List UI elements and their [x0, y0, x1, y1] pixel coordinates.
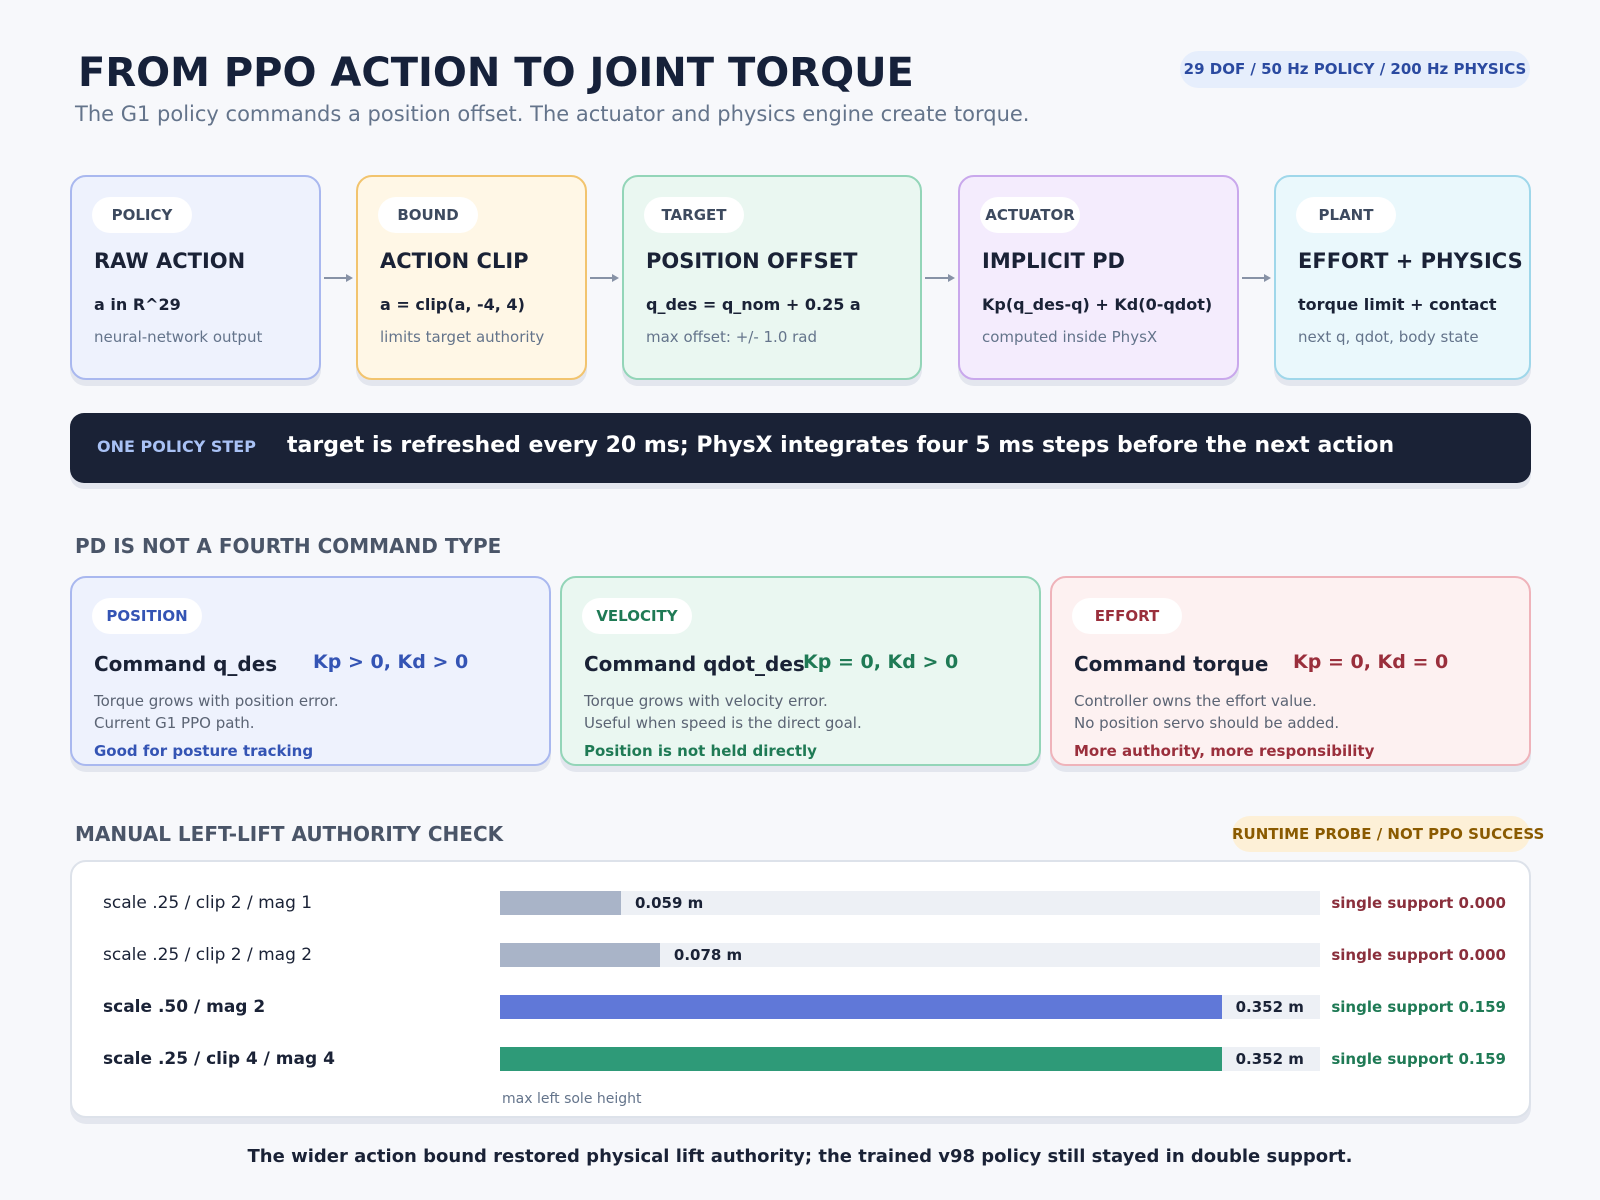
card-note: neural-network output: [94, 328, 263, 346]
support-label: single support 0.000: [1331, 946, 1506, 964]
section-title: MANUAL LEFT-LIFT AUTHORITY CHECK: [75, 822, 504, 846]
card-title: ACTION CLIP: [380, 249, 529, 273]
card-formula: torque limit + contact: [1298, 295, 1497, 314]
mode-line: Torque grows with velocity error.: [584, 692, 828, 710]
card-note: limits target authority: [380, 328, 545, 346]
card-note: computed inside PhysX: [982, 328, 1158, 346]
bar-value-label: 0.352 m: [1235, 998, 1304, 1016]
mode-tag: VELOCITY: [582, 598, 692, 634]
mode-command: Command qdot_des: [584, 652, 805, 676]
bar-value-label: 0.078 m: [673, 946, 743, 964]
row-label: scale .25 / clip 2 / mag 2: [103, 945, 313, 965]
header-badge: 29 DOF / 50 Hz POLICY / 200 Hz PHYSICS: [1180, 51, 1530, 88]
bar-value-label: 0.352 m: [1235, 1050, 1304, 1068]
arrow: [590, 277, 615, 279]
support-label: single support 0.159: [1331, 998, 1506, 1016]
card-tag: POLICY: [92, 197, 192, 233]
card-formula: Kp(q_des-q) + Kd(0-qdot): [982, 295, 1213, 314]
card-title: IMPLICIT PD: [982, 249, 1125, 273]
arrow-head: [346, 274, 353, 282]
bar-value-label: 0.059 m: [634, 894, 704, 912]
card-tag: PLANT: [1296, 197, 1396, 233]
probe-badge: RUNTIME PROBE / NOT PPO SUCCESS: [1232, 816, 1544, 852]
card-title: RAW ACTION: [94, 249, 246, 273]
policy-step-bar: ONE POLICY STEP target is refreshed ever…: [70, 413, 1531, 483]
policy-step-label: ONE POLICY STEP: [97, 437, 256, 456]
footer-note: The wider action bound restored physical…: [247, 1146, 1353, 1167]
arrow-head: [612, 274, 619, 282]
card-formula: a = clip(a, -4, 4): [380, 295, 525, 314]
arrow-head: [1264, 274, 1271, 282]
row-label: scale .25 / clip 4 / mag 4: [103, 1049, 335, 1069]
arrow-head: [948, 274, 955, 282]
subtitle: The G1 policy commands a position offset…: [75, 102, 1030, 126]
mode-tag: POSITION: [92, 598, 202, 634]
section-title: PD IS NOT A FOURTH COMMAND TYPE: [75, 534, 502, 558]
pipeline-card: PLANT EFFORT + PHYSICS torque limit + cont…: [1274, 175, 1531, 380]
mode-gains: Kp = 0, Kd > 0: [803, 651, 959, 673]
mode-note: More authority, more responsibility: [1074, 742, 1375, 760]
mode-command: Command torque: [1074, 652, 1269, 676]
mode-tag: EFFORT: [1072, 598, 1182, 634]
arrow: [324, 277, 349, 279]
card-tag: ACTUATOR: [980, 197, 1080, 233]
pipeline-card: POLICY RAW ACTION a in R^29 neural-network …: [70, 175, 321, 380]
pipeline-card: TARGET POSITION OFFSET q_des = q_nom + 0.2…: [622, 175, 922, 380]
mode-card: POSITION Command q_des Kp > 0, Kd > 0 Torqu…: [70, 576, 551, 766]
bar: [500, 943, 660, 967]
bar: [500, 995, 1222, 1019]
mode-line: Torque grows with position error.: [94, 692, 339, 710]
card-tag: TARGET: [644, 197, 744, 233]
mode-note: Good for posture tracking: [94, 742, 314, 760]
mode-note: Position is not held directly: [584, 742, 817, 760]
pipeline-card: ACTUATOR IMPLICIT PD Kp(q_des-q) + Kd(0-qd…: [958, 175, 1239, 380]
mode-card: EFFORT Command torque Kp = 0, Kd = 0 Contro…: [1050, 576, 1531, 766]
pipeline-card: BOUND ACTION CLIP a = clip(a, -4, 4) limits…: [356, 175, 587, 380]
mode-line: Useful when speed is the direct goal.: [584, 714, 862, 732]
card-title: EFFORT + PHYSICS: [1298, 249, 1523, 273]
bar: [500, 1047, 1222, 1071]
mode-gains: Kp > 0, Kd > 0: [313, 651, 469, 673]
arrow: [925, 277, 951, 279]
card-formula: q_des = q_nom + 0.25 a: [646, 295, 861, 314]
mode-line: Controller owns the effort value.: [1074, 692, 1317, 710]
card-tag: BOUND: [378, 197, 478, 233]
mode-command: Command q_des: [94, 652, 278, 676]
card-title: POSITION OFFSET: [646, 249, 858, 273]
mode-gains: Kp = 0, Kd = 0: [1293, 651, 1449, 673]
card-note: next q, qdot, body state: [1298, 328, 1479, 346]
arrow: [1242, 277, 1267, 279]
mode-line: No position servo should be added.: [1074, 714, 1340, 732]
support-label: single support 0.000: [1331, 894, 1506, 912]
row-label: scale .25 / clip 2 / mag 1: [103, 893, 313, 913]
card-note: max offset: +/- 1.0 rad: [646, 328, 818, 346]
mode-card: VELOCITY Command qdot_des Kp = 0, Kd > 0 To…: [560, 576, 1041, 766]
policy-step-text: target is refreshed every 20 ms; PhysX i…: [287, 433, 1395, 458]
bar: [500, 891, 621, 915]
support-label: single support 0.159: [1331, 1050, 1506, 1068]
mode-line: Current G1 PPO path.: [94, 714, 255, 732]
row-label: scale .50 / mag 2: [103, 997, 266, 1017]
title: FROM PPO ACTION TO JOINT TORQUE: [78, 50, 914, 96]
bar-track: [500, 891, 1320, 915]
card-formula: a in R^29: [94, 295, 181, 314]
axis-label: max left sole height: [502, 1091, 642, 1107]
